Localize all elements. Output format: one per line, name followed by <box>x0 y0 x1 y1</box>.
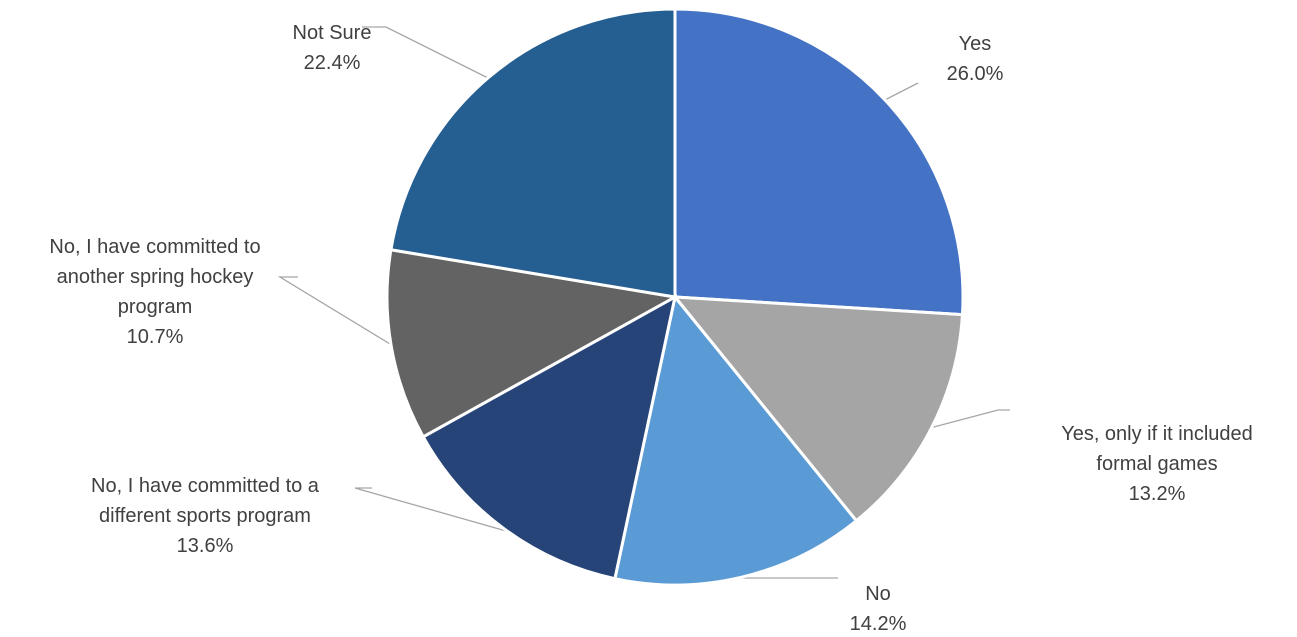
data-label-category: No, I have committed to a <box>91 475 320 497</box>
data-label-value: 13.6% <box>177 535 234 557</box>
pie-slice-2 <box>613 293 859 587</box>
data-label-value: 10.7% <box>127 326 184 348</box>
data-label-category: Yes, only if it included <box>1061 423 1253 445</box>
leader-line-4 <box>277 276 391 345</box>
data-label-category: another spring hockey <box>57 266 254 288</box>
data-labels: Yes 26.0% Yes, only if it included formal g… <box>49 22 1252 635</box>
leader-line-5 <box>362 26 489 79</box>
pie-slice-4 <box>385 248 680 439</box>
pie-slice-5 <box>389 7 677 299</box>
data-label-category: different sports program <box>99 505 311 527</box>
data-label-1: Yes, only if it included formal games 13.2… <box>1061 423 1253 505</box>
data-label-4: No, I have committed to another spring ho… <box>49 236 260 348</box>
data-label-category: Yes <box>959 33 992 55</box>
leader-line-0 <box>882 82 919 102</box>
data-label-category: No <box>865 583 891 605</box>
pie-slices <box>385 7 965 587</box>
data-label-2: No 14.2% <box>850 583 907 635</box>
data-label-value: 26.0% <box>947 63 1004 85</box>
data-label-3: No, I have committed to a different sport… <box>91 475 320 557</box>
data-label-category: Not Sure <box>293 22 372 44</box>
data-label-value: 22.4% <box>304 52 361 74</box>
data-label-5: Not Sure 22.4% <box>293 22 372 74</box>
data-label-value: 13.2% <box>1129 483 1186 505</box>
pie-slice-3 <box>421 294 678 581</box>
data-label-category: program <box>118 296 192 318</box>
leader-line-1 <box>929 409 1010 429</box>
pie-slice-1 <box>671 295 965 523</box>
leader-line-3 <box>354 487 507 532</box>
data-label-category: formal games <box>1096 453 1217 475</box>
pie-slice-0 <box>673 7 965 317</box>
data-label-category: No, I have committed to <box>49 236 260 258</box>
data-label-value: 14.2% <box>850 613 907 635</box>
data-label-0: Yes 26.0% <box>947 33 1004 85</box>
